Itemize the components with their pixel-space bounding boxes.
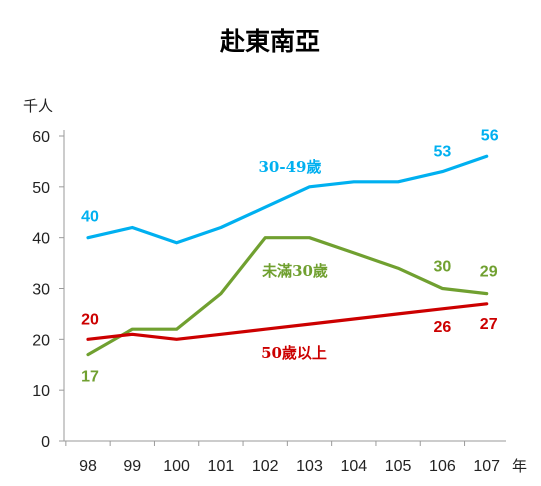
data-label: 26 <box>434 319 452 336</box>
chart-title: 赴東南亞 <box>219 27 320 56</box>
axes: 0 10 20 30 40 50 60 98 99 100 101 102 103 104 105 106 10… <box>32 129 506 475</box>
x-axis-unit: 年 <box>512 457 527 475</box>
y-tick-label: 20 <box>32 332 50 349</box>
data-label: 40 <box>81 209 99 226</box>
data-label: 29 <box>480 264 498 281</box>
series-lines <box>86 154 489 357</box>
data-label: 56 <box>481 127 499 144</box>
y-tick-label: 0 <box>41 434 50 451</box>
x-tick-label: 102 <box>252 458 279 475</box>
y-tick-label: 40 <box>32 231 50 248</box>
y-tick-label: 50 <box>32 180 50 197</box>
series-line-0 <box>86 154 489 245</box>
x-tick-label: 104 <box>340 458 367 475</box>
series-line-1 <box>86 236 489 357</box>
data-label: 17 <box>81 369 99 386</box>
data-label: 53 <box>434 144 452 161</box>
x-tick-label: 101 <box>208 458 235 475</box>
series-name-label: 30-49歲 <box>259 158 322 176</box>
y-tick-label: 10 <box>32 383 50 400</box>
y-tick-label: 30 <box>32 282 50 299</box>
data-label: 30 <box>434 259 452 276</box>
x-tick-label: 100 <box>163 458 190 475</box>
series-name-label: 50歲以上 <box>261 344 327 362</box>
series-line-2 <box>86 302 489 341</box>
x-tick-label: 107 <box>473 458 500 475</box>
x-tick-label: 103 <box>296 458 323 475</box>
y-tick-label: 60 <box>32 129 50 146</box>
x-tick-label: 99 <box>123 458 141 475</box>
x-tick-label: 98 <box>79 458 97 475</box>
series-name-label: 未滿30歲 <box>261 262 328 280</box>
data-label: 27 <box>480 316 498 333</box>
data-label: 20 <box>81 311 99 328</box>
x-tick-label: 106 <box>429 458 456 475</box>
y-axis-unit: 千人 <box>23 97 53 115</box>
x-tick-label: 105 <box>385 458 412 475</box>
